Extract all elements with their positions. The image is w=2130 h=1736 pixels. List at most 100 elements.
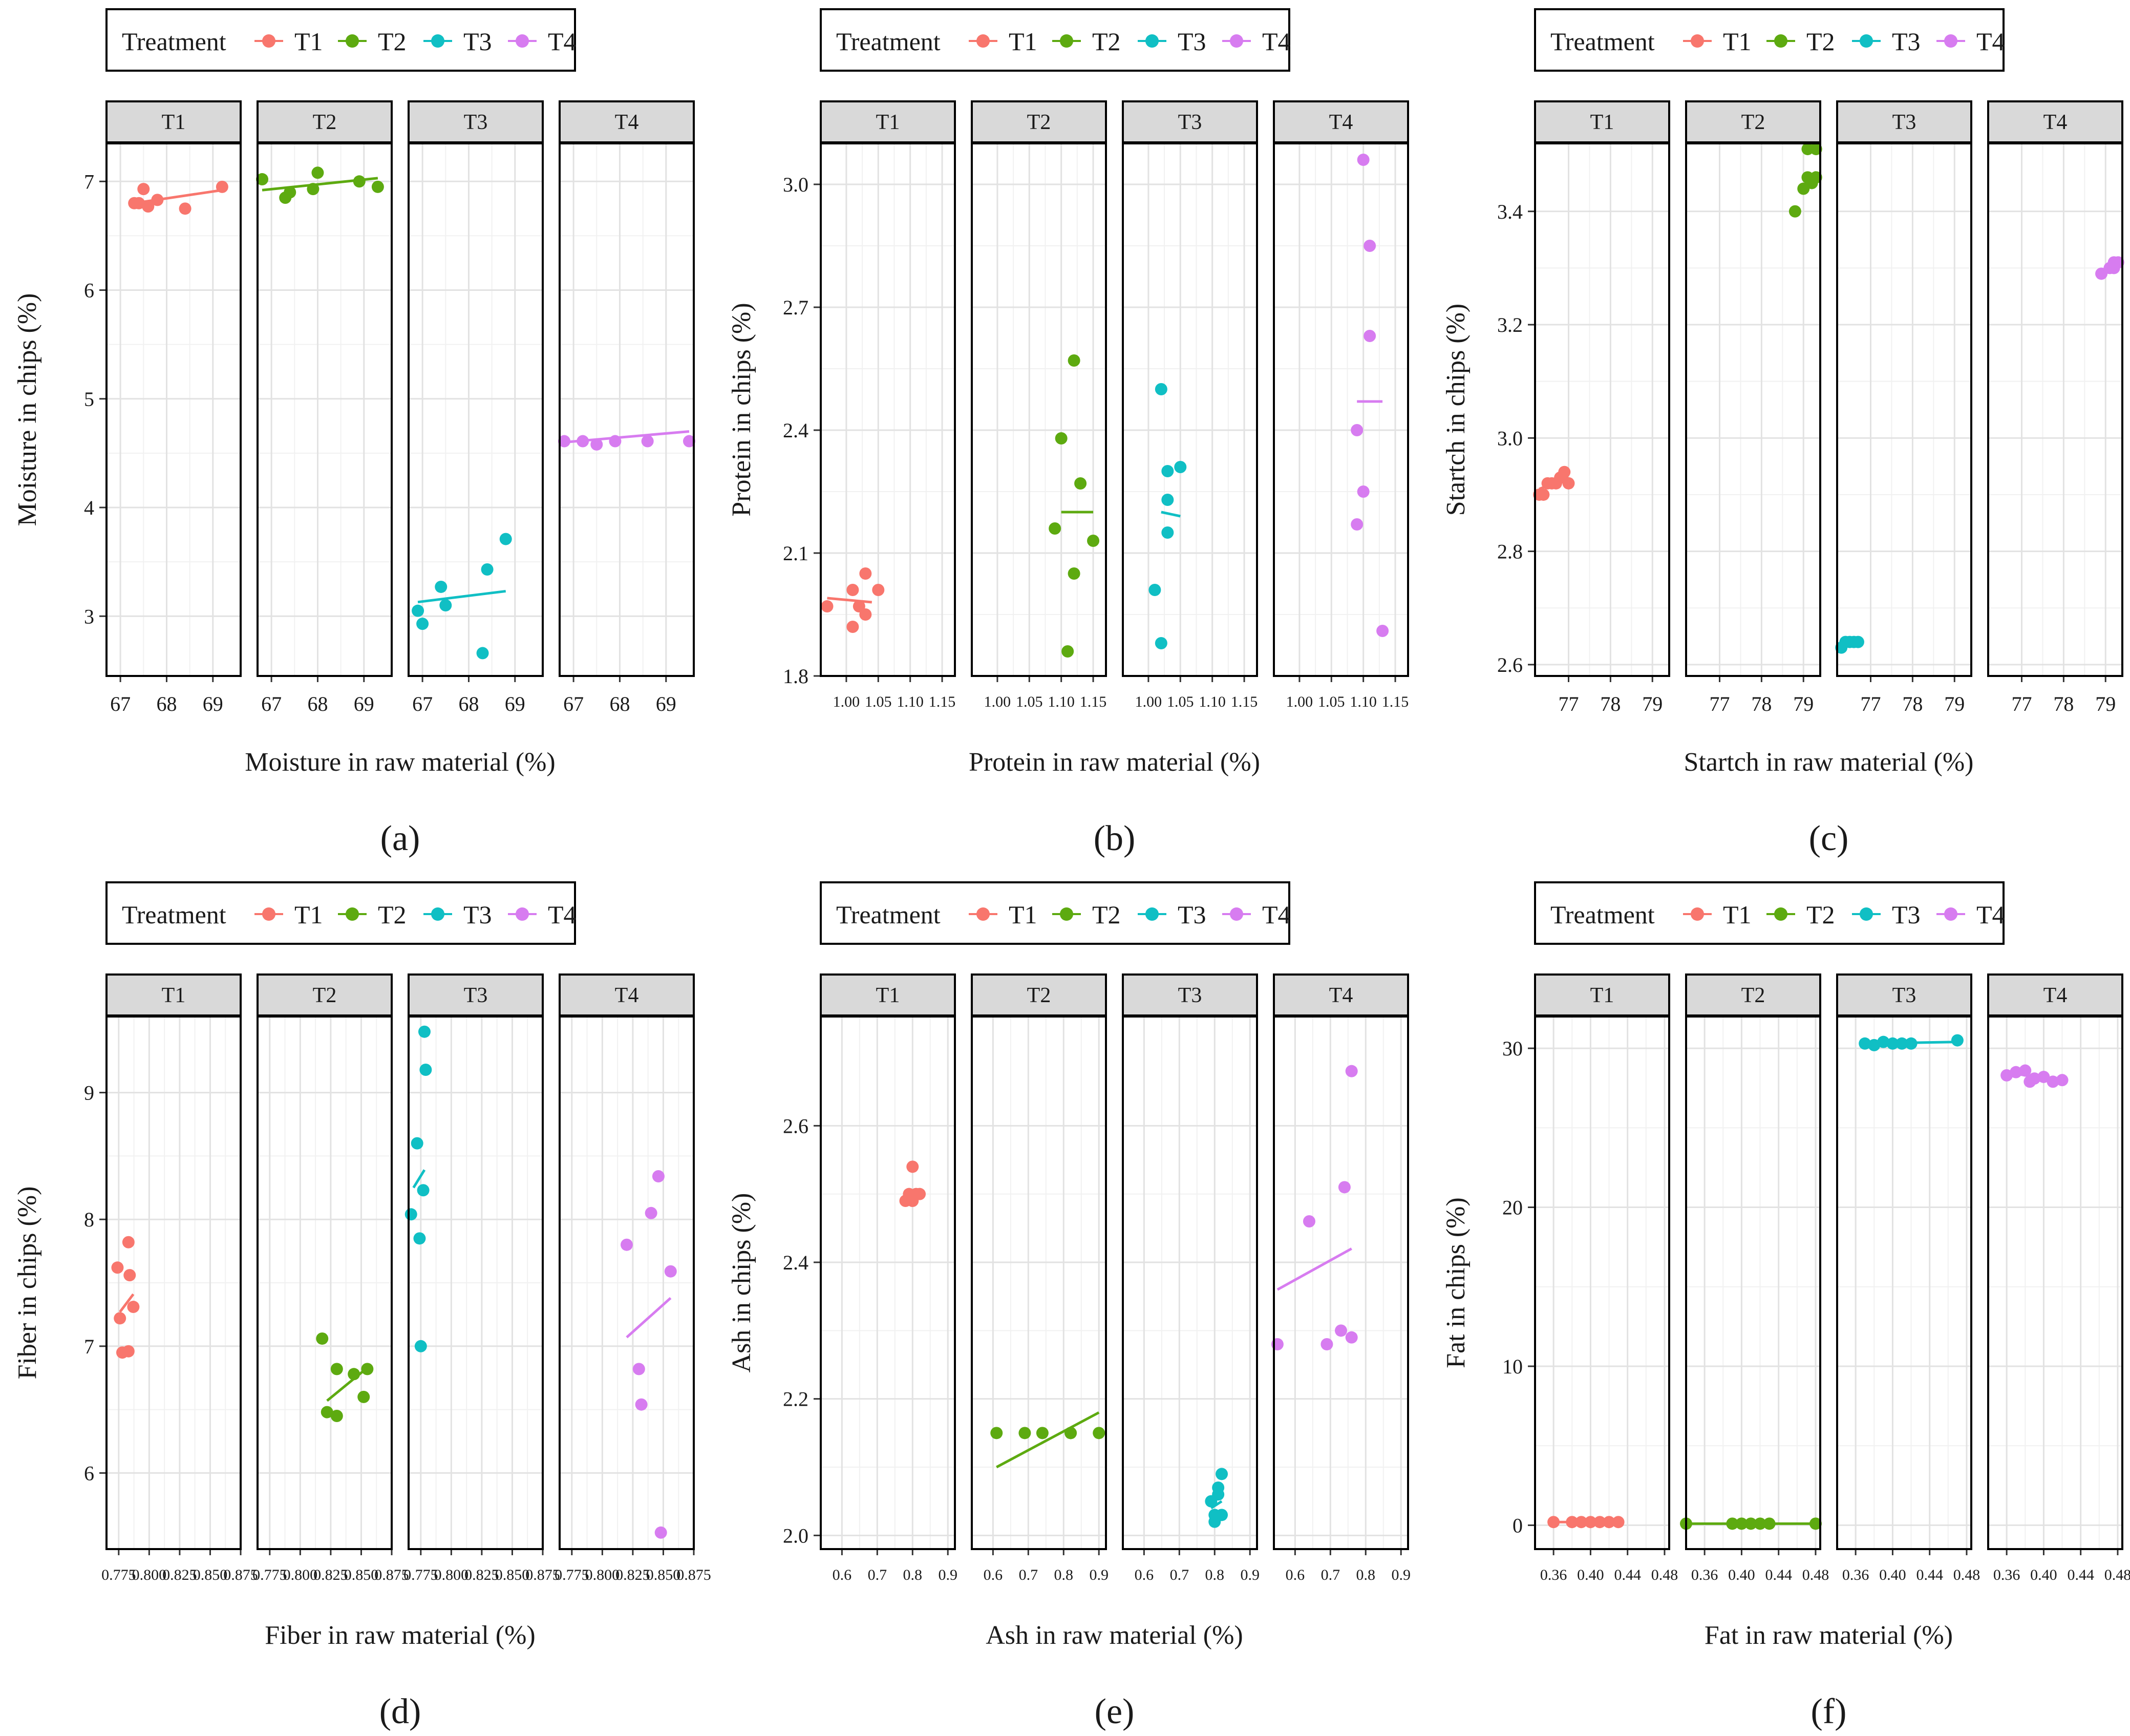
panel-caption: (d)	[379, 1692, 421, 1731]
x-tick-label: 0.44	[1765, 1566, 1792, 1583]
y-tick-label: 2.4	[783, 1251, 808, 1274]
y-tick-label: 2.2	[783, 1388, 808, 1411]
data-point-t2	[1093, 1427, 1105, 1439]
legend: Treatment T1 T2 T3 T4	[820, 881, 1291, 945]
facet-strip	[1685, 100, 1821, 143]
data-point-t1	[1547, 1516, 1560, 1529]
legend-entry-t2: T2	[1092, 900, 1121, 929]
facet-strip-label: T4	[615, 984, 639, 1007]
data-point-t4	[609, 435, 622, 448]
data-point-t4	[1345, 1065, 1358, 1077]
facet-t4: T4 0.36 0.40 0.44 0.48	[1987, 973, 2130, 1583]
data-point-t2	[321, 1406, 333, 1419]
x-tick-label: 0.850	[193, 1566, 228, 1583]
data-point-t1	[1558, 465, 1571, 478]
legend-key-dot	[431, 907, 444, 921]
y-tick-label: 3.0	[783, 173, 808, 196]
y-tick-label: 4	[84, 496, 94, 519]
legend-entry-t2: T2	[378, 27, 407, 56]
data-point-t3	[1155, 637, 1167, 649]
legend-key-dot	[976, 34, 990, 48]
data-point-t3	[1905, 1037, 1918, 1050]
data-point-t1	[1603, 1516, 1615, 1529]
x-tick-label: 1.10	[897, 693, 924, 710]
facet-strip-label: T4	[2043, 984, 2068, 1007]
x-tick-label: 1.10	[1199, 693, 1226, 710]
chart-panel-b: Treatment T1 T2 T3 T4 1.8 2.1 2.4 2.7 3.0 T1 1.00 1.…	[727, 8, 1409, 858]
chart-panel-e: Treatment T1 T2 T3 T4 2.0 2.2 2.4 2.6 T1 0.6 0.7 0.8…	[727, 881, 1411, 1731]
x-tick-label: 78	[1751, 692, 1772, 715]
data-point-t2	[1018, 1427, 1031, 1439]
y-tick-label: 7	[84, 170, 94, 193]
y-axis-title: Moisture in chips (%)	[13, 293, 42, 526]
x-tick-label: 69	[203, 692, 223, 715]
x-tick-label: 0.800	[585, 1566, 620, 1583]
facet-strip	[1122, 973, 1258, 1017]
data-point-t2	[256, 173, 269, 186]
y-axis-title: Startch in chips (%)	[1441, 304, 1471, 516]
data-point-t3	[1212, 1481, 1225, 1494]
legend-entry-t1: T1	[294, 900, 323, 929]
legend-entry-t4: T4	[1976, 900, 2005, 929]
x-axis-title: Startch in raw material (%)	[1684, 748, 1974, 777]
data-point-t2	[371, 180, 384, 193]
data-point-t3	[1859, 1037, 1871, 1050]
data-point-t2	[1036, 1427, 1049, 1439]
x-tick-label: 78	[1600, 692, 1621, 715]
legend-entry-t1: T1	[1009, 900, 1037, 929]
facet-border	[105, 1015, 242, 1550]
fit-line-t1	[827, 597, 872, 604]
legend-title: Treatment	[836, 900, 941, 929]
x-tick-label: 0.850	[495, 1566, 530, 1583]
facet-t1: T1 0.6 0.7 0.8 0.9	[820, 973, 957, 1583]
x-tick-label: 1.10	[1048, 693, 1075, 710]
data-point-t4	[1303, 1215, 1315, 1227]
x-tick-label: 0.775	[403, 1566, 438, 1583]
data-point-t3	[416, 618, 429, 630]
legend: Treatment T1 T2 T3 T4	[1534, 881, 2005, 945]
facet-t3: T3 67 68 69	[408, 100, 544, 715]
facet-border	[1122, 142, 1258, 677]
x-axis-title: Ash in raw material (%)	[986, 1621, 1243, 1650]
data-point-t3	[404, 1208, 417, 1221]
legend-key-dot	[1774, 907, 1787, 921]
fit-line-t3	[417, 589, 506, 604]
y-tick-label: 2.7	[783, 296, 808, 319]
data-point-t2	[357, 1390, 370, 1403]
data-point-t4	[1376, 625, 1389, 637]
facet-strip-label: T1	[1590, 984, 1614, 1007]
x-tick-label: 0.36	[1842, 1566, 1869, 1583]
facet-strip-label: T3	[464, 111, 488, 134]
x-tick-label: 0.825	[615, 1566, 650, 1583]
data-point-t2	[1735, 1517, 1748, 1530]
x-tick-label: 0.40	[2030, 1566, 2057, 1583]
facet-strip-label: T4	[2043, 111, 2068, 134]
x-tick-label: 0.40	[1879, 1566, 1906, 1583]
x-tick-label: 0.36	[1993, 1566, 2020, 1583]
data-point-t3	[1886, 1037, 1899, 1050]
y-tick-label: 10	[1502, 1355, 1523, 1378]
data-point-t4	[654, 1526, 667, 1539]
chart-panel-f: Treatment T1 T2 T3 T4 0 10 20 30 T1 0.36 0.40 0.44 0.…	[1441, 881, 2130, 1731]
data-point-t4	[577, 435, 589, 448]
data-point-t2	[1809, 143, 1822, 156]
facet-strip-label: T2	[313, 984, 337, 1007]
legend-entry-t3: T3	[463, 900, 492, 929]
fit-line-t1	[119, 1293, 135, 1313]
data-point-t4	[1338, 1181, 1351, 1194]
data-point-t2	[353, 175, 366, 188]
legend-entry-t3: T3	[1178, 900, 1206, 929]
data-point-t1	[821, 600, 834, 612]
facet-border	[408, 1015, 544, 1550]
data-point-t4	[590, 438, 603, 451]
x-tick-label: 68	[458, 692, 479, 715]
x-tick-label: 0.7	[868, 1566, 887, 1583]
facet-strip-label: T4	[1329, 111, 1353, 134]
data-point-t2	[990, 1427, 1003, 1439]
data-point-t1	[111, 1261, 124, 1274]
legend: Treatment T1 T2 T3 T4	[105, 881, 577, 945]
data-point-t2	[307, 183, 320, 196]
data-point-t3	[414, 1340, 427, 1352]
data-point-t3	[1161, 465, 1174, 477]
x-axis-title: Moisture in raw material (%)	[245, 748, 555, 777]
